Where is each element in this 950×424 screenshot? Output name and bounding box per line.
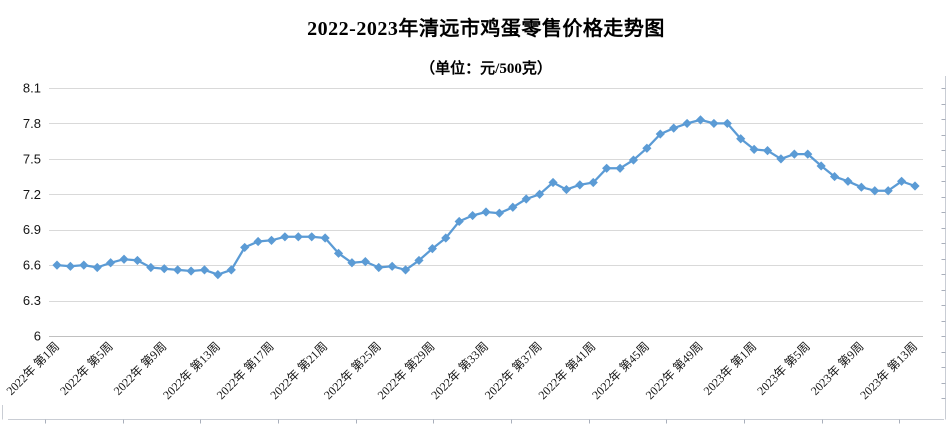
data-point-marker [387,261,397,271]
data-point-marker [414,255,424,266]
y-tick-label: 7.8 [23,116,41,131]
data-point-marker [240,242,250,253]
data-point-marker [320,233,330,243]
data-point-marker [293,232,303,242]
data-point-marker [896,176,907,186]
chart-subtitle: （单位：元/500克） [420,61,552,77]
data-point-marker [347,258,357,268]
data-point-marker [132,255,143,266]
y-tick-label: 6.9 [23,222,41,237]
data-point-marker [508,202,518,212]
data-point-marker [226,265,236,275]
data-point-marker [159,264,169,274]
x-tick-label: 2023年 第13周 [857,339,920,402]
data-point-marker [280,232,290,242]
data-point-marker [307,232,317,242]
data-point-marker [762,145,773,156]
data-point-marker [628,155,639,165]
data-point-marker [467,210,478,221]
data-point-marker [615,163,625,173]
data-point-marker [776,154,786,164]
data-point-marker [374,262,384,273]
x-tick-label: 2023年 第1周 [701,339,760,398]
data-point-marker [106,258,116,268]
y-tick-label: 7.2 [23,187,41,202]
data-point-marker [52,260,62,270]
data-point-marker [92,262,102,273]
data-point-marker [695,115,706,125]
data-point-marker [856,182,866,192]
data-point-marker [588,177,598,188]
x-tick-label: 2022年 第5周 [57,339,116,398]
data-point-marker [213,269,223,280]
data-point-marker [722,118,732,129]
x-tick-label: 2023年 第5周 [754,339,813,398]
data-point-marker [454,216,464,227]
data-point-marker [883,186,893,196]
price-line-series [55,118,917,276]
data-point-marker [521,194,531,204]
data-point-marker [333,248,344,258]
data-point-marker [682,118,692,129]
data-point-marker [441,233,451,243]
data-point-marker [829,171,840,182]
y-tick-label: 6.6 [23,258,41,273]
x-tick-label: 2022年 第9周 [111,339,170,398]
x-tick-label: 2022年 第1周 [3,339,62,398]
data-point-marker [65,261,76,271]
data-point-marker [803,149,813,159]
data-point-marker [427,244,437,254]
data-point-marker [186,266,196,276]
data-point-marker [253,236,263,247]
data-point-marker [642,143,652,153]
data-point-marker [535,189,545,199]
data-point-marker [199,265,210,275]
data-point-marker [816,161,826,171]
y-tick-label: 6 [34,329,41,344]
data-point-marker [910,181,920,191]
data-point-marker [655,129,665,139]
data-point-marker [575,180,585,190]
data-point-marker [494,208,505,218]
data-point-marker [669,123,679,133]
data-point-marker [360,257,370,267]
data-point-marker [736,134,746,144]
y-tick-label: 6.3 [23,293,41,308]
data-point-marker [79,260,89,270]
y-tick-label: 7.5 [23,151,41,166]
data-point-marker [400,265,411,275]
data-point-marker [548,177,558,188]
data-point-marker [481,207,491,217]
y-tick-label: 8.1 [23,81,41,96]
x-tick-label: 2023年 第9周 [808,339,867,398]
data-point-marker [709,118,719,129]
data-point-marker [870,186,880,196]
chart-title: 2022-2023年清远市鸡蛋零售价格走势图 [307,18,665,40]
data-point-marker [266,235,277,245]
data-point-marker [173,265,183,275]
data-point-marker [843,176,853,186]
data-point-marker [146,262,156,273]
x-tick-label: 2022年 第49周 [643,339,706,402]
data-point-marker [602,163,612,173]
data-point-marker [749,144,759,155]
data-point-marker [561,184,572,195]
data-point-marker [789,149,799,159]
data-point-marker [119,254,129,264]
